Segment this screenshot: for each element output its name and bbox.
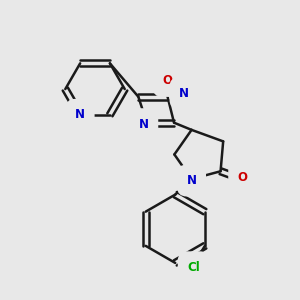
Text: N: N (139, 118, 149, 131)
Text: N: N (179, 87, 189, 100)
Text: Cl: Cl (187, 261, 200, 274)
Text: O: O (162, 74, 172, 88)
Text: N: N (75, 108, 85, 121)
Text: N: N (187, 174, 196, 187)
Text: O: O (238, 171, 248, 184)
